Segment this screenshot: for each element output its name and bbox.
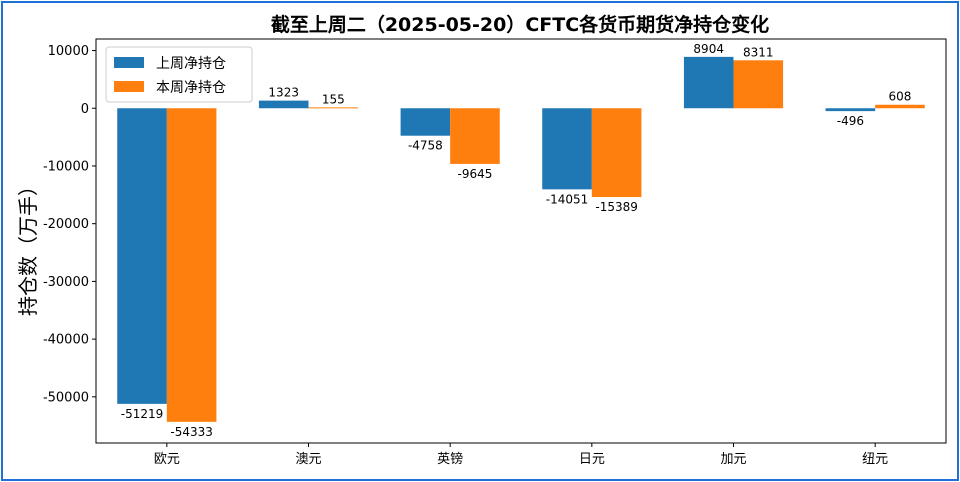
axes-frame [95, 38, 947, 444]
bar-series-1 [400, 108, 451, 136]
legend-label: 上周净持仓 [156, 56, 226, 72]
chart-title: 截至上周二（2025-05-20）CFTC各货币期货净持仓变化 [271, 13, 769, 36]
data-label: -54333 [170, 425, 213, 439]
bar-series-1 [542, 108, 592, 190]
bar-series-2 [166, 108, 217, 422]
bar-series-2 [308, 107, 359, 109]
legend-label: 本周净持仓 [156, 80, 226, 96]
y-tick-label: 10000 [48, 44, 89, 59]
bar-series-2 [450, 108, 500, 164]
bar-series-1 [117, 108, 167, 404]
bar-series-1 [258, 100, 309, 109]
legend-swatch [114, 57, 144, 68]
data-label: 155 [322, 92, 345, 106]
x-tick-label: 欧元 [154, 452, 180, 467]
data-label: -496 [837, 114, 864, 128]
data-label: -14051 [546, 192, 589, 206]
bar-series-2 [733, 60, 784, 109]
y-tick-label: -10000 [43, 159, 89, 174]
y-axis-label: 持仓数（万手） [16, 176, 40, 316]
y-tick-label: -50000 [43, 390, 89, 405]
x-tick-label: 日元 [579, 452, 605, 467]
data-label: -9645 [458, 167, 493, 181]
y-tick-label: 0 [81, 102, 89, 117]
data-label: 8904 [693, 42, 724, 56]
bar-series-1 [825, 108, 876, 112]
data-label: 8311 [743, 45, 774, 59]
x-tick-label: 英镑 [437, 451, 463, 467]
data-label: -15389 [595, 200, 638, 214]
x-tick-label: 加元 [720, 452, 746, 467]
data-label: 1323 [268, 86, 299, 100]
x-tick-label: 纽元 [862, 452, 888, 467]
data-label: -51219 [121, 407, 164, 421]
bar-series-1 [683, 56, 734, 109]
y-tick-label: -40000 [43, 333, 89, 348]
y-tick-label: -20000 [43, 217, 89, 232]
data-label: -4758 [408, 139, 443, 153]
y-tick-label: -30000 [43, 275, 89, 290]
bar-series-2 [591, 108, 642, 198]
plot-area: -51219 -54333 欧元 1323 155 澳元 -4758 -9645 英镑 -1405… [43, 38, 947, 467]
legend-swatch [114, 81, 144, 92]
bar-series-2 [875, 104, 925, 109]
x-tick-label: 澳元 [295, 451, 321, 467]
data-label: 608 [889, 90, 912, 104]
